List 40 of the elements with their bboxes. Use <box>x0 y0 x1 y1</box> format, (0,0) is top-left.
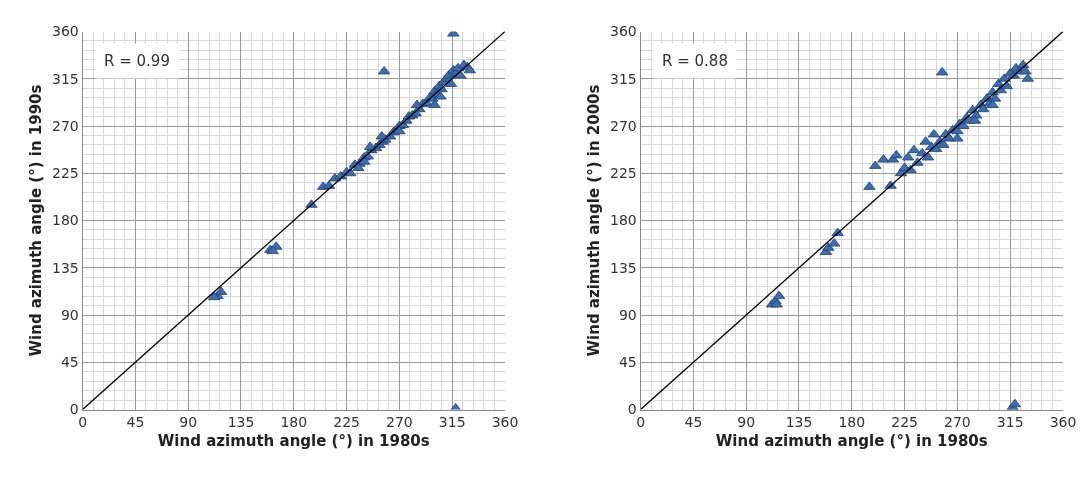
x-axis-title: Wind azimuth angle (°) in 1980s <box>157 432 430 451</box>
annotation: R = 0.88 <box>662 52 728 70</box>
x-tick-label: 90 <box>179 414 198 431</box>
x-tick-label: 45 <box>126 414 145 431</box>
x-tick-label: 180 <box>838 414 866 431</box>
x-tick-label: 360 <box>491 414 519 431</box>
x-tick-label: 315 <box>438 414 466 431</box>
y-tick-label: 270 <box>610 117 637 134</box>
y-tick-label: 225 <box>610 165 637 182</box>
y-tick-label: 225 <box>52 165 79 182</box>
x-tick-label: 225 <box>891 414 918 431</box>
y-tick-label: 45 <box>618 354 637 371</box>
y-tick-label: 135 <box>52 259 79 276</box>
x-tick-label: 90 <box>737 414 756 431</box>
x-tick-label: 45 <box>684 414 703 431</box>
y-tick-label: 270 <box>52 117 79 134</box>
y-tick-label: 90 <box>60 306 79 323</box>
y-tick-label: 0 <box>69 401 79 418</box>
x-tick-label: 225 <box>333 414 360 431</box>
y-tick-label: 360 <box>52 23 79 40</box>
y-tick-label: 315 <box>610 70 637 87</box>
y-axis-title: Wind azimuth angle (°) in 2000s <box>585 84 604 357</box>
x-tick-label: 135 <box>785 414 813 431</box>
y-tick-label: 315 <box>52 70 79 87</box>
x-tick-label: 270 <box>386 414 413 431</box>
y-tick-label: 135 <box>610 259 637 276</box>
x-tick-label: 360 <box>1049 414 1077 431</box>
y-tick-label: 360 <box>610 23 637 40</box>
y-tick-label: 180 <box>610 212 637 229</box>
y-tick-label: 45 <box>60 354 79 371</box>
x-axis-title: Wind azimuth angle (°) in 1980s <box>715 432 988 451</box>
y-tick-label: 180 <box>52 212 79 229</box>
y-axis-title: Wind azimuth angle (°) in 1990s <box>27 84 46 357</box>
x-tick-label: 270 <box>944 414 971 431</box>
y-tick-label: 0 <box>627 401 637 418</box>
annotation: R = 0.99 <box>104 52 170 70</box>
x-tick-label: 315 <box>996 414 1024 431</box>
y-tick-label: 90 <box>618 306 637 323</box>
x-tick-label: 180 <box>280 414 308 431</box>
x-tick-label: 135 <box>227 414 255 431</box>
